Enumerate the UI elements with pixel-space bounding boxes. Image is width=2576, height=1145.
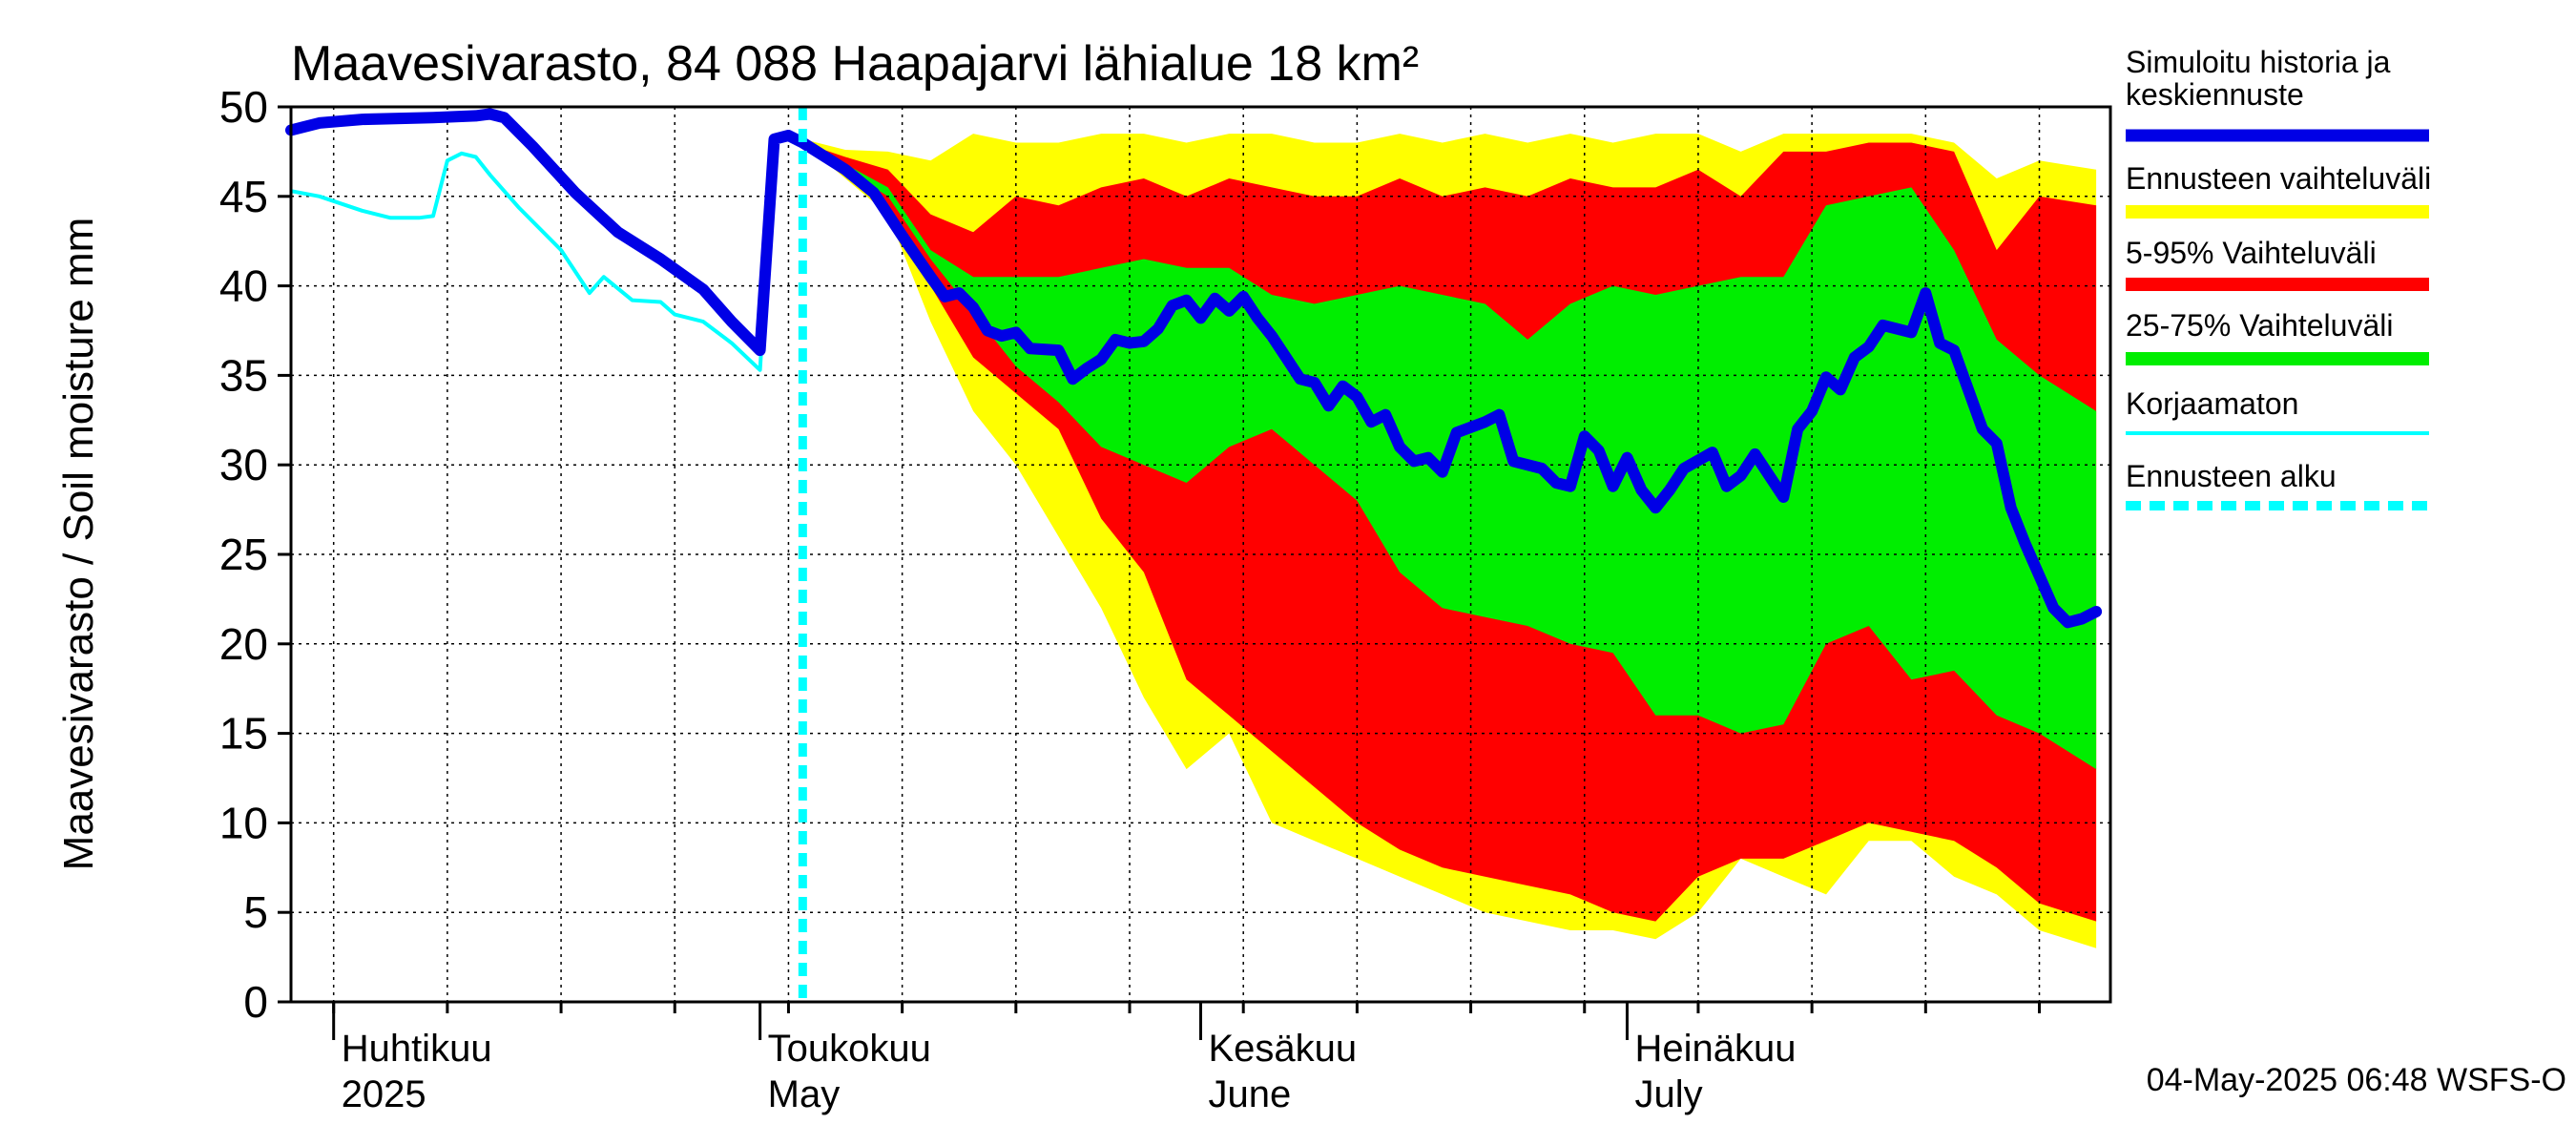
timestamp: 04-May-2025 06:48 WSFS-O: [2147, 1062, 2566, 1098]
legend-label: Simuloitu historia ja: [2126, 45, 2391, 79]
y-tick-label: 15: [219, 709, 268, 759]
bands-layer: [802, 134, 2097, 948]
x-month-label: Toukokuu: [768, 1028, 931, 1070]
y-tick-label: 50: [219, 82, 268, 132]
series-simuloitu-historia: [285, 108, 2103, 629]
y-tick-label: 30: [219, 440, 268, 489]
y-tick-label: 25: [219, 530, 268, 579]
x-month-label: Huhtikuu: [342, 1028, 492, 1070]
lines-layer: [285, 107, 2103, 1002]
x-month-sublabel: May: [768, 1073, 841, 1115]
legend-label: 5-95% Vaihteluväli: [2126, 236, 2377, 270]
legend-label: Korjaamaton: [2126, 386, 2298, 421]
legend-label: Ennusteen vaihteluväli: [2126, 161, 2431, 196]
y-axis-label: Maavesivarasto / Soil moisture mm: [55, 218, 102, 871]
chart-title: Maavesivarasto, 84 088 Haapajarvi lähial…: [291, 36, 1419, 92]
legend-label: Ennusteen alku: [2126, 459, 2337, 493]
y-tick-label: 45: [219, 172, 268, 221]
y-tick-label: 5: [243, 887, 268, 937]
y-tick-label: 40: [219, 261, 268, 311]
y-tick-label: 20: [219, 619, 268, 669]
x-month-sublabel: 2025: [342, 1073, 426, 1115]
y-tick-label: 10: [219, 798, 268, 847]
y-tick-label: 35: [219, 350, 268, 400]
legend-label: keskiennuste: [2126, 77, 2304, 112]
grid-layer: [291, 107, 2110, 1002]
y-tick-label: 0: [243, 977, 268, 1027]
series-korjaamaton: [290, 134, 804, 372]
axes-layer: 05101520253035404550Huhtikuu2025Toukokuu…: [219, 82, 2112, 1115]
legend-label: 25-75% Vaihteluväli: [2126, 308, 2393, 343]
x-month-sublabel: July: [1634, 1073, 1702, 1115]
x-month-sublabel: June: [1209, 1073, 1292, 1115]
x-month-label: Kesäkuu: [1209, 1028, 1358, 1070]
x-month-label: Heinäkuu: [1634, 1028, 1796, 1070]
